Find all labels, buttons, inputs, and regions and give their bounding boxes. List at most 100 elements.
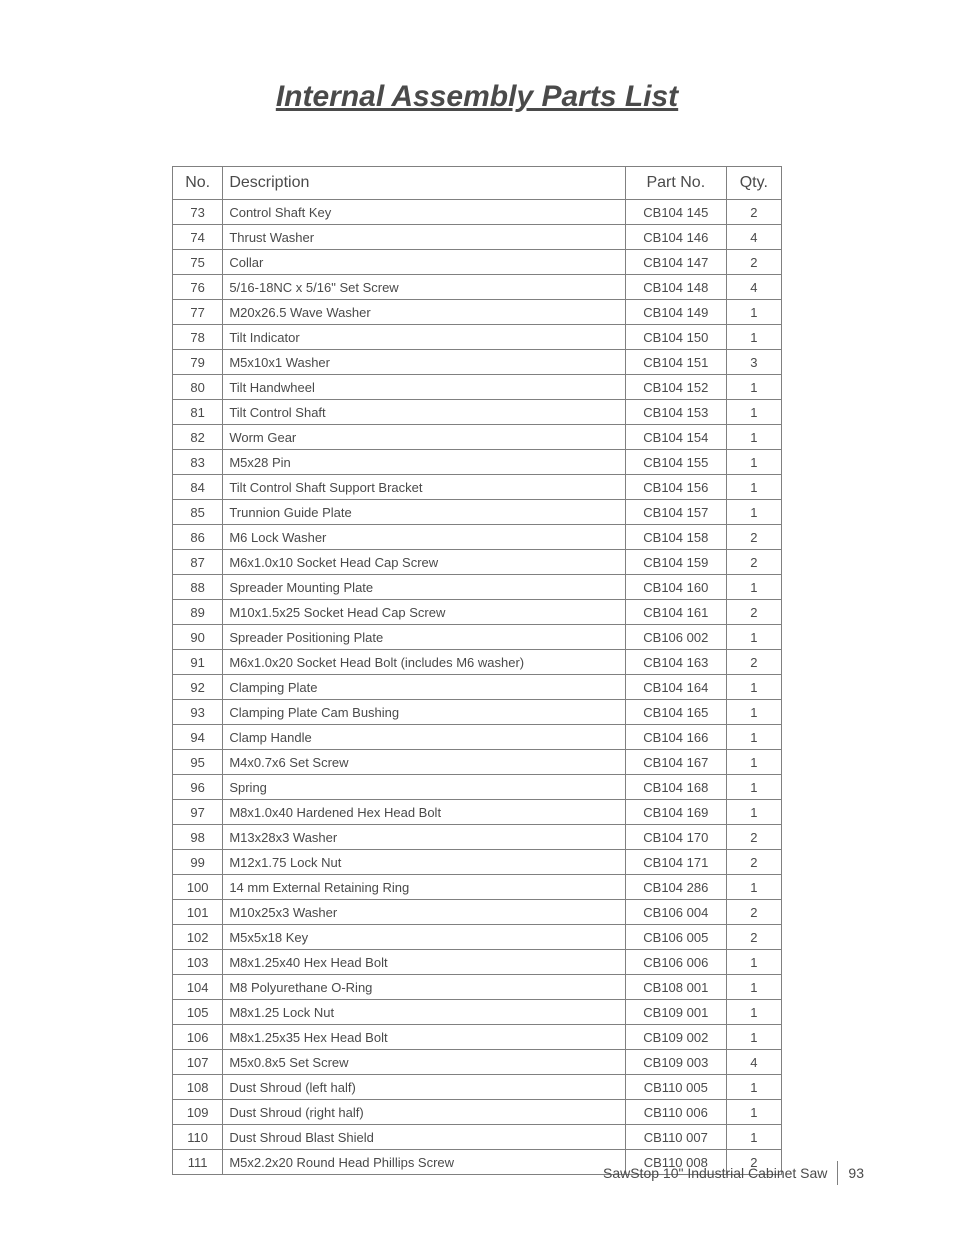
cell-part-no: CB104 159: [625, 550, 726, 575]
cell-qty: 1: [726, 450, 781, 475]
table-row: 77M20x26.5 Wave WasherCB104 1491: [173, 300, 782, 325]
cell-part-no: CB106 004: [625, 900, 726, 925]
header-qty: Qty.: [726, 167, 781, 200]
cell-no: 73: [173, 200, 223, 225]
table-row: 102M5x5x18 KeyCB106 0052: [173, 925, 782, 950]
cell-description: M8 Polyurethane O-Ring: [223, 975, 626, 1000]
cell-qty: 4: [726, 1050, 781, 1075]
table-row: 87M6x1.0x10 Socket Head Cap ScrewCB104 1…: [173, 550, 782, 575]
cell-no: 89: [173, 600, 223, 625]
cell-part-no: CB104 160: [625, 575, 726, 600]
cell-qty: 2: [726, 825, 781, 850]
cell-description: M20x26.5 Wave Washer: [223, 300, 626, 325]
cell-part-no: CB104 167: [625, 750, 726, 775]
cell-qty: 3: [726, 350, 781, 375]
cell-qty: 4: [726, 275, 781, 300]
cell-no: 91: [173, 650, 223, 675]
cell-no: 78: [173, 325, 223, 350]
cell-no: 85: [173, 500, 223, 525]
cell-description: Spreader Positioning Plate: [223, 625, 626, 650]
cell-description: M8x1.25x35 Hex Head Bolt: [223, 1025, 626, 1050]
table-row: 93Clamping Plate Cam BushingCB104 1651: [173, 700, 782, 725]
table-row: 82Worm GearCB104 1541: [173, 425, 782, 450]
header-part-no: Part No.: [625, 167, 726, 200]
table-row: 74Thrust WasherCB104 1464: [173, 225, 782, 250]
cell-part-no: CB104 154: [625, 425, 726, 450]
cell-qty: 1: [726, 875, 781, 900]
footer-text: SawStop 10" Industrial Cabinet Saw: [603, 1165, 827, 1181]
cell-part-no: CB104 171: [625, 850, 726, 875]
cell-no: 107: [173, 1050, 223, 1075]
table-row: 83M5x28 PinCB104 1551: [173, 450, 782, 475]
cell-description: Spreader Mounting Plate: [223, 575, 626, 600]
cell-part-no: CB104 165: [625, 700, 726, 725]
cell-no: 84: [173, 475, 223, 500]
cell-part-no: CB109 003: [625, 1050, 726, 1075]
cell-no: 104: [173, 975, 223, 1000]
table-row: 108Dust Shroud (left half)CB110 0051: [173, 1075, 782, 1100]
cell-part-no: CB104 146: [625, 225, 726, 250]
cell-description: M8x1.0x40 Hardened Hex Head Bolt: [223, 800, 626, 825]
cell-part-no: CB110 007: [625, 1125, 726, 1150]
table-row: 99M12x1.75 Lock NutCB104 1712: [173, 850, 782, 875]
cell-part-no: CB104 150: [625, 325, 726, 350]
table-row: 80Tilt HandwheelCB104 1521: [173, 375, 782, 400]
cell-no: 79: [173, 350, 223, 375]
cell-qty: 1: [726, 1125, 781, 1150]
cell-part-no: CB104 156: [625, 475, 726, 500]
page-number: 93: [848, 1165, 864, 1181]
cell-qty: 1: [726, 300, 781, 325]
page-title: Internal Assembly Parts List: [90, 80, 864, 114]
cell-description: M8x1.25 Lock Nut: [223, 1000, 626, 1025]
cell-qty: 1: [726, 325, 781, 350]
cell-part-no: CB110 005: [625, 1075, 726, 1100]
cell-part-no: CB110 006: [625, 1100, 726, 1125]
cell-description: M6 Lock Washer: [223, 525, 626, 550]
table-row: 81Tilt Control ShaftCB104 1531: [173, 400, 782, 425]
cell-part-no: CB104 155: [625, 450, 726, 475]
cell-part-no: CB104 166: [625, 725, 726, 750]
cell-no: 75: [173, 250, 223, 275]
table-row: 94Clamp HandleCB104 1661: [173, 725, 782, 750]
cell-qty: 1: [726, 1025, 781, 1050]
cell-description: Worm Gear: [223, 425, 626, 450]
cell-part-no: CB104 147: [625, 250, 726, 275]
table-row: 97M8x1.0x40 Hardened Hex Head BoltCB104 …: [173, 800, 782, 825]
cell-part-no: CB104 149: [625, 300, 726, 325]
cell-no: 87: [173, 550, 223, 575]
cell-part-no: CB104 153: [625, 400, 726, 425]
cell-part-no: CB104 168: [625, 775, 726, 800]
table-row: 107M5x0.8x5 Set ScrewCB109 0034: [173, 1050, 782, 1075]
cell-description: Dust Shroud (left half): [223, 1075, 626, 1100]
cell-description: Dust Shroud (right half): [223, 1100, 626, 1125]
cell-qty: 1: [726, 1100, 781, 1125]
cell-description: Trunnion Guide Plate: [223, 500, 626, 525]
cell-part-no: CB104 161: [625, 600, 726, 625]
cell-qty: 2: [726, 525, 781, 550]
cell-qty: 1: [726, 1075, 781, 1100]
cell-qty: 1: [726, 375, 781, 400]
cell-no: 103: [173, 950, 223, 975]
cell-description: Clamp Handle: [223, 725, 626, 750]
cell-part-no: CB106 002: [625, 625, 726, 650]
cell-description: 14 mm External Retaining Ring: [223, 875, 626, 900]
table-row: 73Control Shaft KeyCB104 1452: [173, 200, 782, 225]
footer-divider: [837, 1161, 838, 1185]
cell-no: 99: [173, 850, 223, 875]
cell-description: 5/16-18NC x 5/16" Set Screw: [223, 275, 626, 300]
cell-description: M4x0.7x6 Set Screw: [223, 750, 626, 775]
table-row: 96SpringCB104 1681: [173, 775, 782, 800]
table-row: 86M6 Lock WasherCB104 1582: [173, 525, 782, 550]
table-row: 84Tilt Control Shaft Support BracketCB10…: [173, 475, 782, 500]
cell-qty: 1: [726, 1000, 781, 1025]
cell-qty: 1: [726, 675, 781, 700]
cell-part-no: CB104 145: [625, 200, 726, 225]
cell-no: 97: [173, 800, 223, 825]
table-row: 105M8x1.25 Lock NutCB109 0011: [173, 1000, 782, 1025]
cell-description: M5x5x18 Key: [223, 925, 626, 950]
table-row: 109Dust Shroud (right half)CB110 0061: [173, 1100, 782, 1125]
cell-no: 76: [173, 275, 223, 300]
cell-qty: 2: [726, 200, 781, 225]
cell-no: 81: [173, 400, 223, 425]
cell-description: Clamping Plate Cam Bushing: [223, 700, 626, 725]
